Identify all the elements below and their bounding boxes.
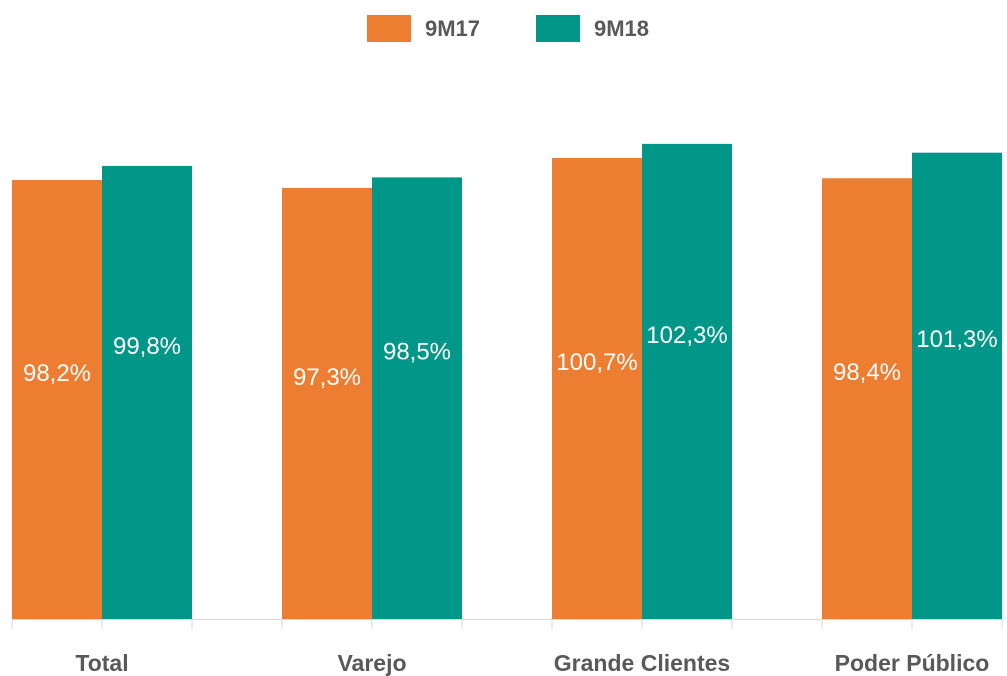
data-label: 97,3% xyxy=(293,364,361,391)
x-tick-label: Grande Clientes xyxy=(554,650,730,676)
data-label: 100,7% xyxy=(556,349,637,376)
bar xyxy=(822,178,912,620)
legend-label: 9M17 xyxy=(425,16,480,41)
data-label: 98,2% xyxy=(23,360,91,387)
bar xyxy=(282,187,372,619)
data-label: 99,8% xyxy=(113,333,181,360)
x-tick-label: Varejo xyxy=(337,650,406,676)
bar xyxy=(12,180,102,619)
bar xyxy=(372,177,462,619)
legend-swatch xyxy=(536,15,580,42)
legend-swatch xyxy=(367,15,411,42)
legend-label: 9M18 xyxy=(594,16,649,41)
bar xyxy=(912,152,1002,619)
bar xyxy=(642,143,732,619)
data-label: 101,3% xyxy=(916,326,997,353)
x-tick-label: Poder Público xyxy=(835,650,990,676)
bar xyxy=(552,157,642,620)
data-label: 102,3% xyxy=(646,322,727,349)
data-label: 98,5% xyxy=(383,339,451,366)
data-label: 98,4% xyxy=(833,359,901,386)
x-tick-label: Total xyxy=(75,650,128,676)
bar xyxy=(102,165,192,619)
